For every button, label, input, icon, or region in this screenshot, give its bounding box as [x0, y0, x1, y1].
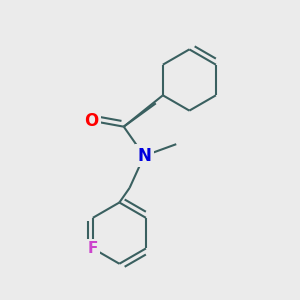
Text: N: N	[137, 147, 151, 165]
Text: O: O	[85, 112, 99, 130]
Text: F: F	[88, 241, 98, 256]
